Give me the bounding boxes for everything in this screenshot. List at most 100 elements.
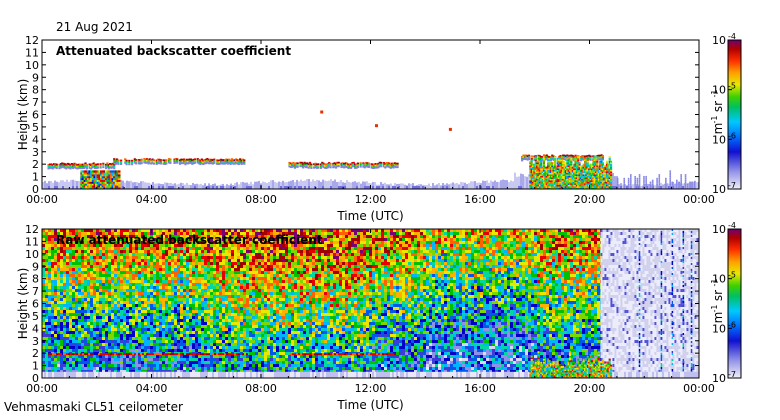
- cloud-cell: [544, 177, 547, 179]
- noise-cell: [42, 346, 45, 349]
- noise-cell: [81, 340, 84, 343]
- noise-cell: [147, 307, 150, 310]
- noise-cell: [51, 331, 54, 334]
- noise-cell: [144, 292, 147, 295]
- noise-cell: [81, 256, 84, 259]
- cloud-cell: [96, 185, 100, 188]
- cloud-cell: [597, 186, 600, 188]
- noise-cell: [150, 238, 153, 241]
- noise-cell: [159, 268, 162, 271]
- noise-cell: [42, 235, 45, 238]
- noise-cell: [63, 268, 66, 271]
- noise-cell: [114, 232, 117, 235]
- haze-cell: [322, 179, 324, 189]
- noise-cell: [126, 367, 129, 370]
- cloud-cell: [601, 180, 604, 182]
- noise-cell: [54, 346, 57, 349]
- cloud-cell: [584, 166, 587, 169]
- noise-cell: [99, 361, 102, 364]
- cloud-cell: [541, 183, 544, 185]
- cloud-cell: [545, 157, 548, 160]
- noise-cell: [105, 349, 108, 352]
- cloud-cell: [603, 184, 606, 187]
- noise-cell: [57, 358, 60, 361]
- noise-cell: [102, 244, 105, 247]
- noise-cell: [108, 265, 111, 268]
- cloud-cell: [533, 181, 536, 184]
- noise-cell: [99, 313, 102, 316]
- cloud-cell: [623, 185, 626, 188]
- noise-cell: [45, 304, 48, 307]
- noise-cell: [117, 355, 120, 358]
- noise-cell: [150, 271, 153, 274]
- cloud-cell: [375, 166, 379, 169]
- noise-cell: [138, 235, 141, 238]
- cloud-cell: [69, 164, 72, 166]
- noise-cell: [93, 349, 96, 352]
- noise-cell: [165, 310, 168, 313]
- cloud-cell: [594, 181, 598, 184]
- noise-cell: [102, 256, 105, 259]
- cloud-cell: [65, 163, 68, 166]
- cloud-cell: [95, 170, 98, 173]
- noise-cell: [99, 283, 102, 286]
- cloud-cell: [152, 161, 156, 163]
- cloud-cell: [292, 161, 295, 164]
- noise-cell: [108, 340, 111, 343]
- noise-cell: [63, 250, 66, 253]
- noise-cell: [159, 256, 162, 259]
- noise-cell: [84, 334, 87, 337]
- noise-cell: [81, 361, 84, 364]
- noise-cell: [132, 235, 135, 238]
- cloud-cell: [537, 160, 540, 163]
- cloud-cell: [288, 165, 291, 168]
- cloud-cell: [323, 166, 327, 169]
- noise-cell: [78, 286, 81, 289]
- cloud-cell: [300, 165, 303, 168]
- cloud-cell: [106, 164, 109, 166]
- noise-cell: [63, 319, 66, 322]
- cloud-cell: [542, 166, 546, 169]
- cloud-cell: [118, 187, 121, 189]
- noise-cell: [66, 319, 69, 322]
- noise-cell: [129, 280, 132, 283]
- cloud-cell: [575, 181, 578, 184]
- cloud-cell: [68, 163, 71, 166]
- cloud-cell: [693, 181, 696, 184]
- cloud-cell: [578, 163, 581, 166]
- noise-cell: [99, 238, 102, 241]
- noise-cell: [153, 310, 156, 313]
- noise-cell: [84, 235, 87, 238]
- noise-cell: [96, 316, 99, 319]
- cloud-cell: [532, 186, 535, 188]
- noise-cell: [48, 232, 51, 235]
- noise-cell: [60, 274, 63, 277]
- haze-cell: [400, 183, 402, 189]
- noise-cell: [150, 325, 153, 328]
- haze-cell: [372, 182, 374, 189]
- noise-cell: [78, 229, 81, 232]
- noise-cell: [120, 265, 123, 268]
- cloud-cell: [233, 159, 236, 162]
- cloud-cell: [596, 157, 599, 160]
- cloud-cell: [224, 159, 227, 161]
- cloud-cell: [680, 179, 682, 182]
- haze-cell: [666, 183, 668, 189]
- cloud-cell: [115, 158, 119, 161]
- noise-cell: [60, 310, 63, 313]
- cloud-cell: [634, 175, 636, 178]
- cloud-cell: [540, 186, 543, 188]
- cloud-cell: [103, 172, 106, 175]
- cloud-cell: [370, 166, 373, 169]
- cloud-cell: [532, 177, 535, 179]
- noise-cell: [117, 280, 120, 283]
- cloud-cell: [579, 172, 583, 175]
- cloud-cell: [558, 187, 561, 189]
- noise-cell: [87, 337, 90, 340]
- cloud-cell: [570, 184, 573, 187]
- cloud-cell: [532, 165, 535, 168]
- cloud-cell: [340, 162, 343, 165]
- noise-cell: [60, 301, 63, 304]
- noise-cell: [51, 289, 54, 292]
- cloud-cell: [385, 162, 388, 164]
